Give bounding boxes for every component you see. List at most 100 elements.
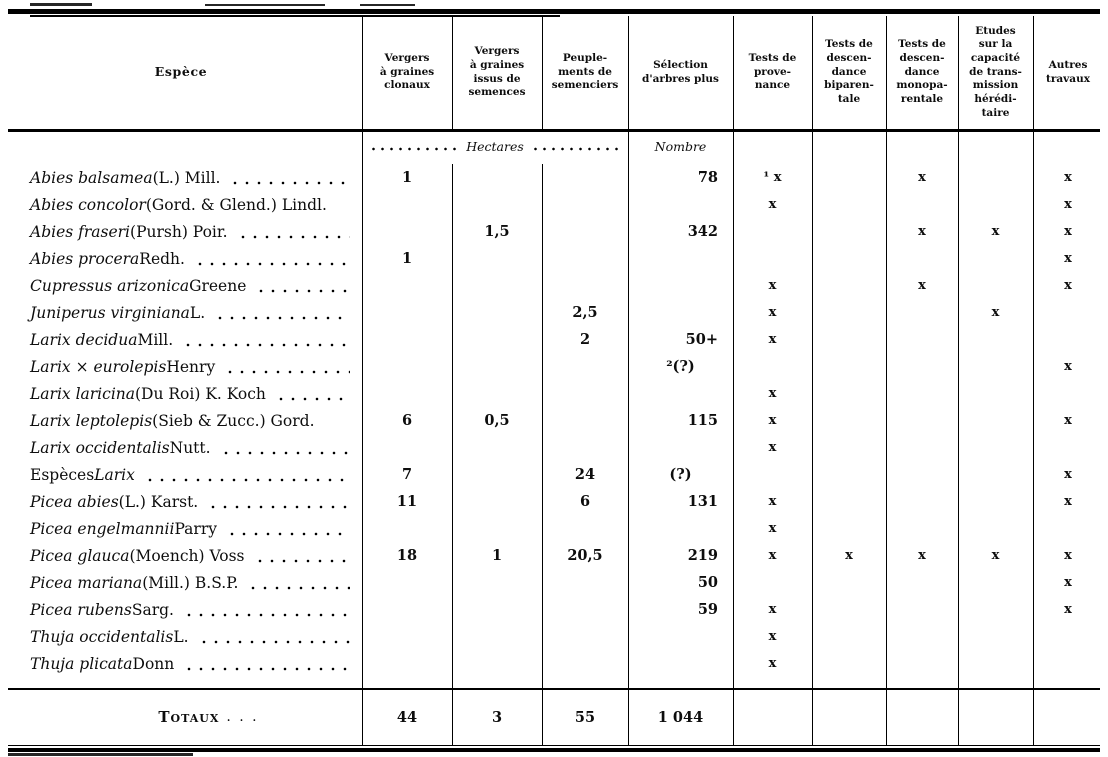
scan-artifact xyxy=(8,753,193,756)
species-name: Picea glauca (Moench) Voss xyxy=(0,542,362,569)
x-mark-tdm xyxy=(886,488,958,515)
cell-vgs xyxy=(452,434,542,461)
x-mark-tdm: x xyxy=(918,278,926,293)
x-mark-tdb xyxy=(812,353,886,380)
cell-vgc xyxy=(362,650,452,677)
cell-sap xyxy=(628,623,733,650)
cell-sap xyxy=(628,191,733,218)
x-mark-tdb xyxy=(812,407,886,434)
x-mark-tdb xyxy=(812,650,886,677)
x-mark-tdm xyxy=(886,650,958,677)
top-rule-thin xyxy=(30,15,560,17)
x-mark-tdb xyxy=(812,164,886,191)
species-latin-name: Larix decidua xyxy=(30,330,138,349)
cell-vgs xyxy=(452,650,542,677)
x-mark-ect: x xyxy=(991,224,1000,239)
x-mark-tdb: x xyxy=(845,548,853,563)
x-mark-tp: x xyxy=(768,548,777,563)
column-separator xyxy=(1033,16,1034,745)
dot-leader xyxy=(182,612,350,617)
totals-dots: . . . xyxy=(226,709,259,725)
cell-vgc xyxy=(362,272,452,299)
cell-vgc: 1 xyxy=(401,169,413,186)
x-mark-tp: x xyxy=(768,305,777,320)
x-mark-tdb xyxy=(812,596,886,623)
header-rule xyxy=(8,129,1100,132)
cell-sap: 78 xyxy=(697,169,718,186)
x-mark-tdm xyxy=(886,380,958,407)
species-latin-name: Abies balsamea xyxy=(30,168,153,187)
species-name: Larix occidentalis Nutt. xyxy=(0,434,362,461)
cell-sap: 50+ xyxy=(685,331,718,348)
column-header-sap: Sélection d'arbres plus xyxy=(642,58,719,85)
x-mark-at: x xyxy=(1064,278,1072,293)
species-authority: Parry xyxy=(174,519,217,538)
species-authority: (L.) Mill. xyxy=(152,168,221,187)
x-mark-at xyxy=(1033,326,1103,353)
column-header-tdb: Tests de descen- dance biparen- tale xyxy=(824,38,874,105)
cell-vgs: 0,5 xyxy=(484,412,510,429)
x-mark-at xyxy=(1033,650,1103,677)
scan-artifact xyxy=(205,4,325,6)
dot-leader xyxy=(193,261,350,266)
x-mark-ect xyxy=(958,623,1033,650)
species-latin-name: Larix laricina xyxy=(30,384,135,403)
top-rule xyxy=(8,9,1100,14)
x-mark-tdm xyxy=(886,191,958,218)
x-mark-at: x xyxy=(1064,494,1072,509)
x-mark-at: x xyxy=(1064,548,1072,563)
x-mark-at xyxy=(1033,623,1103,650)
cell-vgs xyxy=(452,299,542,326)
x-mark-tp: x xyxy=(768,332,777,347)
cell-sap xyxy=(628,299,733,326)
x-mark-at: x xyxy=(1064,413,1072,428)
cell-ps xyxy=(542,272,628,299)
species-name: Picea abies (L.) Karst. xyxy=(0,488,362,515)
species-name: Larix laricina (Du Roi) K. Koch xyxy=(0,380,362,407)
x-mark-tdm: x xyxy=(918,548,926,563)
cell-vgc xyxy=(362,299,452,326)
species-name: Juniperus virginiana L. xyxy=(0,299,362,326)
dot-leader xyxy=(255,288,350,293)
subheader-hectares: Hectares xyxy=(362,129,628,164)
species-authority: (L.) Karst. xyxy=(118,492,199,511)
cell-sap: 342 xyxy=(687,223,718,240)
species-latin-name: Picea mariana xyxy=(30,573,143,592)
x-mark-tp: x xyxy=(768,602,777,617)
cell-ps xyxy=(542,380,628,407)
x-mark-ect xyxy=(958,407,1033,434)
species-latin-name: Cupressus arizonica xyxy=(30,276,190,295)
species-name: Abies balsamea (L.) Mill. xyxy=(0,164,362,191)
species-name: Larix × eurolepis Henry xyxy=(0,353,362,380)
cell-sap xyxy=(628,380,733,407)
cell-sap xyxy=(628,272,733,299)
x-mark-at xyxy=(1033,515,1103,542)
cell-vgc xyxy=(362,623,452,650)
species-latin-name: Abies concolor xyxy=(30,195,146,214)
cell-vgc xyxy=(362,218,452,245)
species-prefix: Espèces xyxy=(30,465,95,484)
species-name: Abies concolor (Gord. & Glend.) Lindl. xyxy=(0,191,362,218)
cell-ps: 24 xyxy=(574,466,596,483)
x-mark-tp xyxy=(733,353,812,380)
x-mark-tp xyxy=(733,461,812,488)
species-latin-name: Abies procera xyxy=(30,249,140,268)
x-mark-tp xyxy=(733,245,812,272)
cell-vgc: 7 xyxy=(401,466,413,483)
species-latin-name: Picea glauca xyxy=(30,546,130,565)
cell-sap: (?) xyxy=(669,466,692,483)
x-mark-ect: x xyxy=(991,548,1000,563)
species-latin-name: Picea engelmannii xyxy=(30,519,175,538)
species-authority: (Pursh) Poir. xyxy=(130,222,228,241)
species-name: Abies fraseri (Pursh) Poir. xyxy=(0,218,362,245)
cell-ps: 2,5 xyxy=(572,304,598,321)
subheader-empty-tdb xyxy=(812,129,886,164)
x-mark-at: x xyxy=(1064,251,1072,266)
column-header-vgc: Vergers à graines clonaux xyxy=(379,52,435,92)
cell-ps: 2 xyxy=(579,331,591,348)
x-mark-at: x xyxy=(1064,575,1072,590)
cell-vgc xyxy=(362,596,452,623)
cell-vgs xyxy=(452,569,542,596)
column-header-at: Autres travaux xyxy=(1046,58,1090,85)
x-mark-ect xyxy=(958,164,1033,191)
